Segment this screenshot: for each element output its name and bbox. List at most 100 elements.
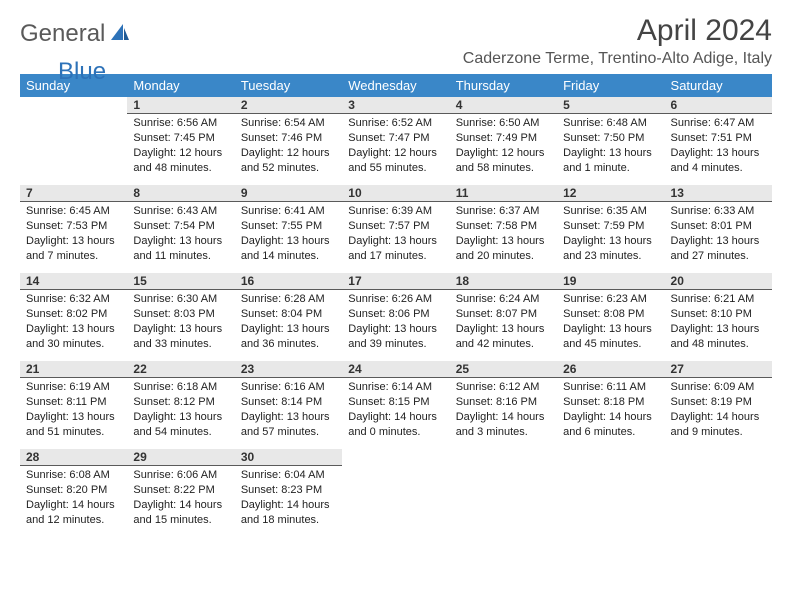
calendar-day-cell: 12Sunrise: 6:35 AMSunset: 7:59 PMDayligh…	[557, 185, 664, 273]
sunset-text: Sunset: 8:04 PM	[241, 307, 336, 322]
daylight-text: Daylight: 13 hours and 1 minute.	[563, 146, 658, 176]
daylight-text: Daylight: 14 hours and 6 minutes.	[563, 410, 658, 440]
sunset-text: Sunset: 8:15 PM	[348, 395, 443, 410]
day-details: Sunrise: 6:33 AMSunset: 8:01 PMDaylight:…	[665, 202, 772, 267]
day-details: Sunrise: 6:06 AMSunset: 8:22 PMDaylight:…	[127, 466, 234, 531]
daylight-text: Daylight: 14 hours and 12 minutes.	[26, 498, 121, 528]
sunset-text: Sunset: 8:03 PM	[133, 307, 228, 322]
sunrise-text: Sunrise: 6:24 AM	[456, 292, 551, 307]
sunrise-text: Sunrise: 6:47 AM	[671, 116, 766, 131]
sunset-text: Sunset: 8:07 PM	[456, 307, 551, 322]
daylight-text: Daylight: 12 hours and 48 minutes.	[133, 146, 228, 176]
day-details: Sunrise: 6:30 AMSunset: 8:03 PMDaylight:…	[127, 290, 234, 355]
calendar-day-cell: 11Sunrise: 6:37 AMSunset: 7:58 PMDayligh…	[450, 185, 557, 273]
sunset-text: Sunset: 8:18 PM	[563, 395, 658, 410]
sunset-text: Sunset: 7:54 PM	[133, 219, 228, 234]
calendar-day-cell: 2Sunrise: 6:54 AMSunset: 7:46 PMDaylight…	[235, 97, 342, 185]
day-number: 11	[450, 185, 557, 202]
day-number: 21	[20, 361, 127, 378]
day-details: Sunrise: 6:37 AMSunset: 7:58 PMDaylight:…	[450, 202, 557, 267]
calendar-day-cell	[342, 449, 449, 537]
sunset-text: Sunset: 7:50 PM	[563, 131, 658, 146]
sunrise-text: Sunrise: 6:12 AM	[456, 380, 551, 395]
sunset-text: Sunset: 8:11 PM	[26, 395, 121, 410]
day-number: 5	[557, 97, 664, 114]
day-details: Sunrise: 6:26 AMSunset: 8:06 PMDaylight:…	[342, 290, 449, 355]
calendar-day-cell: 15Sunrise: 6:30 AMSunset: 8:03 PMDayligh…	[127, 273, 234, 361]
sunrise-text: Sunrise: 6:48 AM	[563, 116, 658, 131]
calendar-day-cell: 5 Sunrise: 6:48 AMSunset: 7:50 PMDaylight…	[557, 97, 664, 185]
daylight-text: Daylight: 14 hours and 0 minutes.	[348, 410, 443, 440]
calendar-day-cell: 21Sunrise: 6:19 AMSunset: 8:11 PMDayligh…	[20, 361, 127, 449]
daylight-text: Daylight: 12 hours and 58 minutes.	[456, 146, 551, 176]
sunrise-text: Sunrise: 6:04 AM	[241, 468, 336, 483]
brand-part1: General	[20, 20, 105, 48]
day-details: Sunrise: 6:39 AMSunset: 7:57 PMDaylight:…	[342, 202, 449, 267]
day-details: Sunrise: 6:56 AMSunset: 7:45 PMDaylight:…	[127, 114, 234, 179]
sunrise-text: Sunrise: 6:08 AM	[26, 468, 121, 483]
sunset-text: Sunset: 7:47 PM	[348, 131, 443, 146]
day-number: 8	[127, 185, 234, 202]
weekday-header-row: Sunday Monday Tuesday Wednesday Thursday…	[20, 74, 772, 97]
sunset-text: Sunset: 8:23 PM	[241, 483, 336, 498]
sunrise-text: Sunrise: 6:14 AM	[348, 380, 443, 395]
sunset-text: Sunset: 8:20 PM	[26, 483, 121, 498]
sunset-text: Sunset: 7:59 PM	[563, 219, 658, 234]
daylight-text: Daylight: 13 hours and 39 minutes.	[348, 322, 443, 352]
day-number: 24	[342, 361, 449, 378]
sunrise-text: Sunrise: 6:09 AM	[671, 380, 766, 395]
sunrise-text: Sunrise: 6:28 AM	[241, 292, 336, 307]
weekday-header: Thursday	[450, 74, 557, 97]
day-details: Sunrise: 6:14 AMSunset: 8:15 PMDaylight:…	[342, 378, 449, 443]
daylight-text: Daylight: 13 hours and 7 minutes.	[26, 234, 121, 264]
calendar-day-cell: 25Sunrise: 6:12 AMSunset: 8:16 PMDayligh…	[450, 361, 557, 449]
sunrise-text: Sunrise: 6:56 AM	[133, 116, 228, 131]
sunset-text: Sunset: 8:01 PM	[671, 219, 766, 234]
calendar-day-cell: 10Sunrise: 6:39 AMSunset: 7:57 PMDayligh…	[342, 185, 449, 273]
sunrise-text: Sunrise: 6:21 AM	[671, 292, 766, 307]
day-details: Sunrise: 6:16 AMSunset: 8:14 PMDaylight:…	[235, 378, 342, 443]
day-number: 1	[127, 97, 234, 114]
day-number: 15	[127, 273, 234, 290]
day-details: Sunrise: 6:23 AMSunset: 8:08 PMDaylight:…	[557, 290, 664, 355]
daylight-text: Daylight: 13 hours and 33 minutes.	[133, 322, 228, 352]
calendar-day-cell: 13Sunrise: 6:33 AMSunset: 8:01 PMDayligh…	[665, 185, 772, 273]
sunrise-text: Sunrise: 6:06 AM	[133, 468, 228, 483]
calendar-day-cell: 23Sunrise: 6:16 AMSunset: 8:14 PMDayligh…	[235, 361, 342, 449]
brand-part2: Blue	[58, 58, 106, 86]
day-details: Sunrise: 6:41 AMSunset: 7:55 PMDaylight:…	[235, 202, 342, 267]
calendar-day-cell: 26Sunrise: 6:11 AMSunset: 8:18 PMDayligh…	[557, 361, 664, 449]
day-details: Sunrise: 6:09 AMSunset: 8:19 PMDaylight:…	[665, 378, 772, 443]
calendar-day-cell: 22Sunrise: 6:18 AMSunset: 8:12 PMDayligh…	[127, 361, 234, 449]
day-number: 6	[665, 97, 772, 114]
daylight-text: Daylight: 13 hours and 4 minutes.	[671, 146, 766, 176]
sunrise-text: Sunrise: 6:26 AM	[348, 292, 443, 307]
day-number: 29	[127, 449, 234, 466]
sunrise-text: Sunrise: 6:11 AM	[563, 380, 658, 395]
sunrise-text: Sunrise: 6:43 AM	[133, 204, 228, 219]
day-details: Sunrise: 6:11 AMSunset: 8:18 PMDaylight:…	[557, 378, 664, 443]
calendar-day-cell: 4Sunrise: 6:50 AMSunset: 7:49 PMDaylight…	[450, 97, 557, 185]
calendar-day-cell: 30Sunrise: 6:04 AMSunset: 8:23 PMDayligh…	[235, 449, 342, 537]
day-details: Sunrise: 6:21 AMSunset: 8:10 PMDaylight:…	[665, 290, 772, 355]
day-number: 26	[557, 361, 664, 378]
day-details: Sunrise: 6:08 AMSunset: 8:20 PMDaylight:…	[20, 466, 127, 531]
sunrise-text: Sunrise: 6:35 AM	[563, 204, 658, 219]
sunset-text: Sunset: 8:08 PM	[563, 307, 658, 322]
sail-icon	[109, 22, 131, 47]
daylight-text: Daylight: 12 hours and 55 minutes.	[348, 146, 443, 176]
day-number: 19	[557, 273, 664, 290]
calendar-day-cell: 24Sunrise: 6:14 AMSunset: 8:15 PMDayligh…	[342, 361, 449, 449]
day-number: 25	[450, 361, 557, 378]
sunset-text: Sunset: 7:46 PM	[241, 131, 336, 146]
day-details: Sunrise: 6:52 AMSunset: 7:47 PMDaylight:…	[342, 114, 449, 179]
weekday-header: Saturday	[665, 74, 772, 97]
sunrise-text: Sunrise: 6:37 AM	[456, 204, 551, 219]
calendar-day-cell: 27Sunrise: 6:09 AMSunset: 8:19 PMDayligh…	[665, 361, 772, 449]
daylight-text: Daylight: 13 hours and 48 minutes.	[671, 322, 766, 352]
weekday-header: Tuesday	[235, 74, 342, 97]
sunset-text: Sunset: 7:51 PM	[671, 131, 766, 146]
sunset-text: Sunset: 8:22 PM	[133, 483, 228, 498]
calendar-day-cell	[450, 449, 557, 537]
day-number: 23	[235, 361, 342, 378]
